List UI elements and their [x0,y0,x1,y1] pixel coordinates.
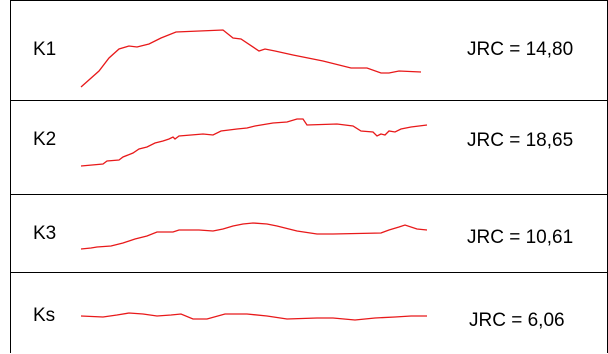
row-k1: K1 JRC = 14,80 [11,1,607,101]
row-label: K3 [33,223,57,244]
row-k3: K3 JRC = 10,61 [11,195,607,273]
jrc-value: JRC = 10,61 [467,227,574,248]
profile-line [80,222,428,250]
jrc-value: JRC = 6,06 [469,310,565,331]
jrc-profile-table: K1 JRC = 14,80 K2 JRC = 18,65 K3 JRC = 1… [10,0,608,353]
roughness-profile-k3 [80,222,428,250]
row-ks: Ks JRC = 6,06 [11,273,607,353]
roughness-profile-k2 [80,118,428,167]
profile-line [80,29,422,88]
row-label: K2 [33,129,57,150]
row-label: Ks [33,305,56,326]
profile-line [80,118,428,167]
roughness-profile-k1 [80,29,422,88]
row-label: K1 [33,39,57,60]
row-k2: K2 JRC = 18,65 [11,101,607,195]
roughness-profile-ks [80,312,427,321]
profile-line [80,312,427,321]
jrc-value: JRC = 18,65 [467,130,574,151]
jrc-value: JRC = 14,80 [467,39,574,60]
